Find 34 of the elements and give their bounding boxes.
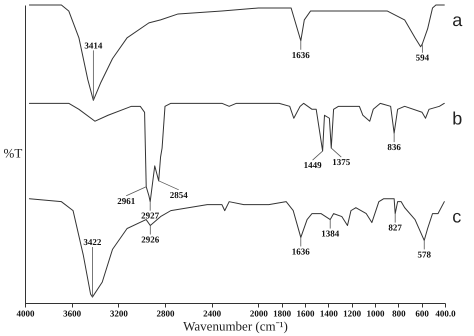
x-tick-label: 1200 bbox=[343, 308, 362, 318]
x-tick-label: 3600 bbox=[63, 308, 82, 318]
annotation: 1384 bbox=[321, 228, 340, 239]
annotation: 1449 bbox=[304, 160, 322, 170]
y-axis-title: %T bbox=[4, 146, 22, 160]
x-tick-label: 600 bbox=[415, 308, 430, 318]
annotation: 3422 bbox=[83, 237, 102, 248]
annotation: 578 bbox=[417, 249, 432, 260]
x-tick-label: 2000 bbox=[250, 308, 268, 318]
annotation: 1636 bbox=[292, 50, 310, 60]
annotation: 1375 bbox=[332, 157, 351, 168]
x-tick-label: 2400 bbox=[203, 308, 222, 318]
series-label: c bbox=[452, 206, 462, 227]
annotation: 2927 bbox=[141, 210, 160, 221]
x-tick-label: 4000 bbox=[16, 308, 35, 318]
annotation: 594 bbox=[416, 52, 430, 63]
x-tick-label: 3200 bbox=[110, 308, 128, 318]
x-axis-title: Wavenumber (cm⁻¹) bbox=[183, 318, 288, 334]
series-label: b bbox=[452, 108, 462, 128]
annotation: 2961 bbox=[117, 196, 136, 206]
x-tick-label: 1800 bbox=[273, 308, 292, 318]
annotation: 2926 bbox=[141, 234, 160, 245]
annotation: 2854 bbox=[170, 190, 188, 200]
x-tick-label: 1000 bbox=[366, 308, 385, 318]
x-tick-label: 800 bbox=[392, 308, 406, 318]
x-tick-label: 1600 bbox=[296, 308, 315, 318]
annotation: 3414 bbox=[84, 40, 103, 50]
x-tick-label: 1400 bbox=[320, 308, 338, 318]
annotation: 1636 bbox=[292, 246, 310, 256]
annotation: 827 bbox=[388, 222, 402, 233]
annotation: 836 bbox=[387, 142, 402, 152]
x-tick-label: 400.0 bbox=[435, 308, 456, 318]
series-label: a bbox=[452, 10, 464, 30]
x-tick-label: 2800 bbox=[156, 308, 175, 318]
